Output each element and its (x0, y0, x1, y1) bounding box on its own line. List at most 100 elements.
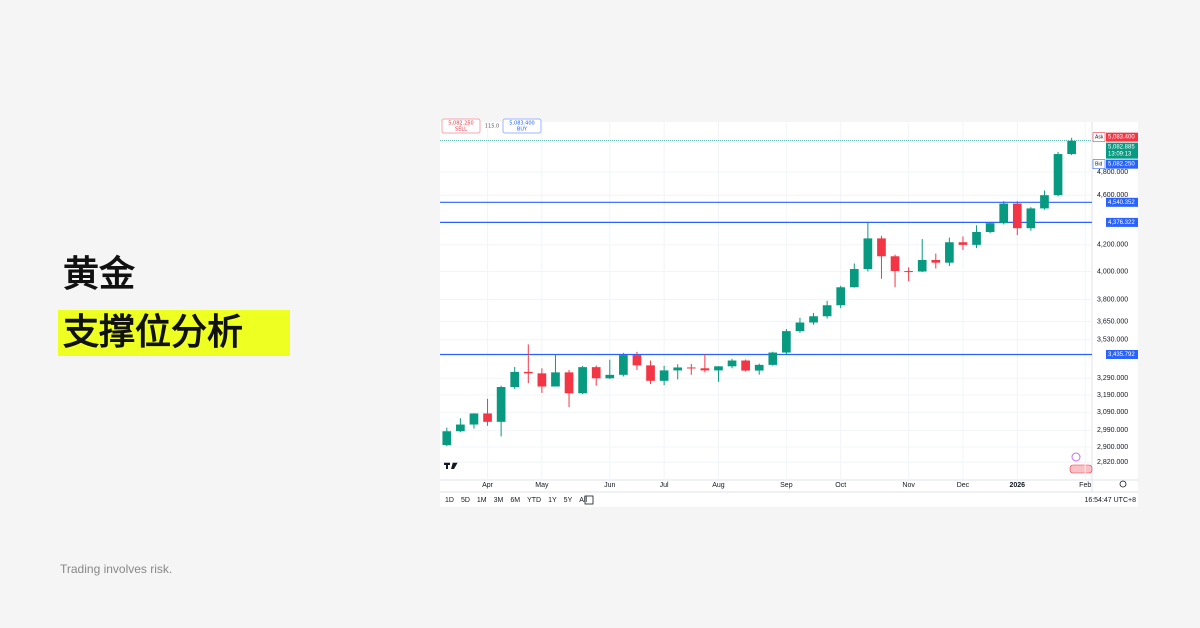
y-tick-label: 2,820.000 (1097, 459, 1128, 466)
price-tag-label: 5,082.250 (1108, 162, 1135, 168)
clock: 16:54:47 UTC+8 (1084, 497, 1136, 504)
plot: 2,820.000 2,900.000 2,990.000 3,090.000 3,19… (440, 122, 1138, 504)
candle-body (1053, 154, 1063, 196)
y-tick-label: 4,800.000 (1097, 169, 1128, 176)
candle-body (1026, 208, 1036, 229)
sell-price: 5,082.250 (448, 121, 473, 127)
candle-body (836, 287, 846, 306)
calendar-icon[interactable] (584, 495, 594, 505)
settings-icon[interactable] (1119, 480, 1127, 488)
support-tag (1106, 217, 1138, 227)
x-tick-label: 2026 (1010, 482, 1026, 489)
candle-body (686, 367, 696, 369)
range-button[interactable]: 3M (494, 497, 504, 504)
candle-body (1067, 140, 1076, 155)
footer: Trading involves risk. (60, 562, 172, 576)
y-tick-label: 4,000.000 (1097, 268, 1128, 275)
candle-body (917, 260, 927, 272)
headline-title: 黄金 (63, 253, 136, 295)
x-tick-label: Nov (902, 482, 915, 489)
indicator-icons (1069, 452, 1093, 474)
price-tag-label: 5,082.885 (1108, 145, 1135, 151)
candle-body (605, 374, 615, 379)
logo-part (446, 462, 448, 469)
candle-body (741, 360, 750, 371)
support-tag (1106, 349, 1138, 359)
y-tick-label: 3,650.000 (1097, 318, 1128, 325)
spread: 115.0 (485, 124, 499, 130)
candle-body (863, 238, 873, 270)
sell-label: SELL (455, 127, 467, 133)
range-button[interactable]: 5Y (564, 497, 573, 504)
support-tag-label: 3,435.792 (1108, 352, 1135, 358)
candle-body (578, 367, 587, 394)
x-tick-label: Dec (957, 482, 970, 489)
price-tag-name: Ask (1095, 134, 1104, 140)
candle-body (972, 232, 981, 245)
candle-body (673, 367, 683, 371)
range-button[interactable]: 6M (510, 497, 520, 504)
candle-body (469, 413, 479, 425)
y-tick-label: 4,200.000 (1097, 242, 1128, 249)
x-tick-label: Sep (780, 482, 793, 489)
y-tick-label: 3,290.000 (1097, 375, 1128, 382)
candle-body (564, 372, 574, 394)
candle-body (714, 366, 723, 371)
candle-body (646, 365, 655, 381)
range-button[interactable]: 1Y (548, 497, 557, 504)
x-tick-label: Apr (482, 482, 494, 489)
candle-body (496, 387, 506, 422)
candle-body (782, 331, 791, 353)
candle-body (659, 370, 669, 381)
x-tick-label: Jun (604, 482, 615, 489)
range-button[interactable]: YTD (527, 497, 541, 504)
candle-body (795, 322, 805, 332)
price-tag (1106, 159, 1138, 169)
candle-body (619, 355, 628, 375)
x-tick-label: Feb (1079, 482, 1091, 489)
candle-body (483, 413, 492, 422)
candle-body (591, 367, 601, 379)
support-tag-label: 4,540.352 (1108, 200, 1135, 206)
candle-body (985, 223, 995, 233)
candle-body (822, 305, 832, 317)
candle-body (1012, 203, 1022, 229)
candle-body (523, 371, 533, 374)
support-tag-label: 4,376.322 (1108, 220, 1135, 226)
candle-body (537, 373, 547, 387)
icon[interactable] (1069, 464, 1093, 474)
range-button[interactable]: 1D (445, 497, 454, 504)
buy-label: BUY (517, 127, 528, 133)
y-tick-label: 3,190.000 (1097, 392, 1128, 399)
y-tick-label: 2,990.000 (1097, 427, 1128, 434)
candle-body (904, 271, 913, 273)
range-button[interactable]: 1M (477, 497, 487, 504)
buy-button[interactable] (502, 118, 542, 134)
price-tag (1106, 142, 1138, 159)
candle-body (931, 260, 941, 263)
y-tick-label: 3,090.000 (1097, 409, 1128, 416)
price-tag (1106, 132, 1138, 142)
y-tick-label: 2,900.000 (1097, 444, 1128, 451)
buy-price: 5,083.400 (509, 121, 534, 127)
sell-button[interactable] (441, 118, 481, 134)
price-tag-name-box (1092, 159, 1106, 169)
range-button[interactable]: 5D (461, 497, 470, 504)
support-tag (1106, 197, 1138, 207)
y-tick-label: 3,530.000 (1097, 337, 1128, 344)
y-tick-label: 4,600.000 (1097, 192, 1128, 199)
candle-body (456, 424, 465, 432)
y-tick-label: 3,800.000 (1097, 296, 1128, 303)
x-tick-label: Oct (835, 482, 846, 489)
candle-body (877, 238, 886, 257)
candle-body (700, 368, 710, 371)
price-tag-label: 5,083.400 (1108, 135, 1135, 141)
range-button[interactable]: All (579, 497, 587, 504)
candle-body (999, 203, 1009, 224)
price-tag-name: Bid (1095, 161, 1102, 167)
icon[interactable] (1071, 452, 1081, 462)
countdown: 13:09:13 (1108, 152, 1132, 158)
candle-body (809, 316, 818, 323)
candle-body (632, 355, 642, 366)
